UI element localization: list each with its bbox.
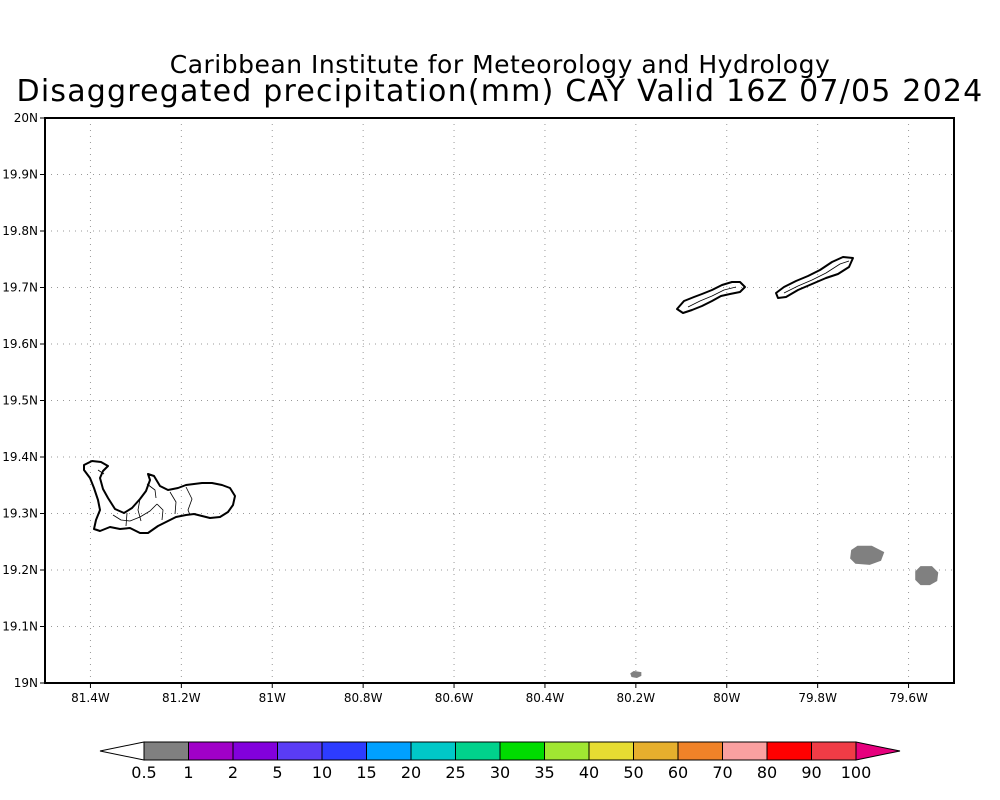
colorbar-over-triangle (855, 741, 901, 761)
colorbar-segment (811, 741, 857, 761)
lon-tick-label: 80.2W (617, 691, 656, 705)
precip-cell (630, 671, 642, 679)
precip-cell (850, 545, 885, 565)
colorbar-label: 2 (228, 763, 238, 782)
lat-tick-label: 19.3N (2, 507, 38, 521)
island-grand-cayman (83, 460, 236, 534)
lat-tick-label: 19.6N (2, 337, 38, 351)
lat-tick-label: 19.7N (2, 281, 38, 295)
colorbar-segment (499, 741, 545, 761)
colorbar-segment (232, 741, 278, 761)
lat-tick-label: 19.9N (2, 168, 38, 182)
lon-tick-label: 80W (713, 691, 740, 705)
colorbar-label: 35 (534, 763, 554, 782)
lon-tick-label: 81.4W (71, 691, 110, 705)
lat-tick-label: 19.1N (2, 620, 38, 634)
colorbar-label: 60 (668, 763, 688, 782)
lon-tick-label: 81W (259, 691, 286, 705)
lon-tick-label: 81.2W (162, 691, 201, 705)
colorbar-label: 40 (579, 763, 599, 782)
colorbar-segment (722, 741, 768, 761)
lat-tick-label: 19.4N (2, 450, 38, 464)
map-frame (44, 117, 955, 684)
island-little-cayman (676, 281, 746, 314)
axis-ticks: 81.4W 81.2W 81W 80.8W 80.6W 80.4W 80.2W 80W 79.8… (2, 111, 928, 705)
colorbar-label: 10 (312, 763, 332, 782)
title-institute: Caribbean Institute for Meteorology and … (169, 50, 831, 79)
colorbar-segment (143, 741, 189, 761)
colorbar-label: 0.5 (131, 763, 156, 782)
colorbar-under-triangle (99, 741, 145, 761)
lat-tick-label: 19.5N (2, 394, 38, 408)
colorbar-label: 1 (183, 763, 193, 782)
colorbar-segment (633, 741, 679, 761)
colorbar-segment (455, 741, 501, 761)
lon-tick-label: 79.8W (798, 691, 837, 705)
coastlines (83, 256, 854, 534)
colorbar-segment (588, 741, 634, 761)
lon-tick-label: 80.8W (344, 691, 383, 705)
grid-lines (45, 117, 954, 684)
lat-tick-label: 19N (14, 676, 38, 690)
island-cayman-brac (775, 256, 854, 299)
lon-tick-label: 80.4W (526, 691, 565, 705)
colorbar-label: 100 (841, 763, 872, 782)
colorbar-label: 25 (445, 763, 465, 782)
colorbar-segment (188, 741, 234, 761)
colorbar-label: 80 (757, 763, 777, 782)
lat-tick-label: 19.8N (2, 224, 38, 238)
colorbar-label: 15 (356, 763, 376, 782)
lat-tick-label: 20N (14, 111, 38, 125)
colorbar-segment (277, 741, 323, 761)
title-product: Disaggregated precipitation(mm) CAY Vali… (16, 74, 984, 109)
colorbar-segment (366, 741, 412, 761)
precip-cell (915, 566, 939, 586)
colorbar-label: 5 (272, 763, 282, 782)
colorbar-label: 50 (623, 763, 643, 782)
colorbar-segment (321, 741, 367, 761)
colorbar-segment (766, 741, 812, 761)
precipitation-layer (630, 545, 939, 679)
lon-tick-label: 80.6W (435, 691, 474, 705)
lat-tick-label: 19.2N (2, 563, 38, 577)
colorbar-label: 20 (401, 763, 421, 782)
colorbar-label: 90 (801, 763, 821, 782)
colorbar-segment (410, 741, 456, 761)
colorbar-segment (677, 741, 723, 761)
colorbar-segment (544, 741, 590, 761)
lon-tick-label: 79.6W (889, 691, 928, 705)
colorbar-label: 30 (490, 763, 510, 782)
colorbar-label: 70 (712, 763, 732, 782)
